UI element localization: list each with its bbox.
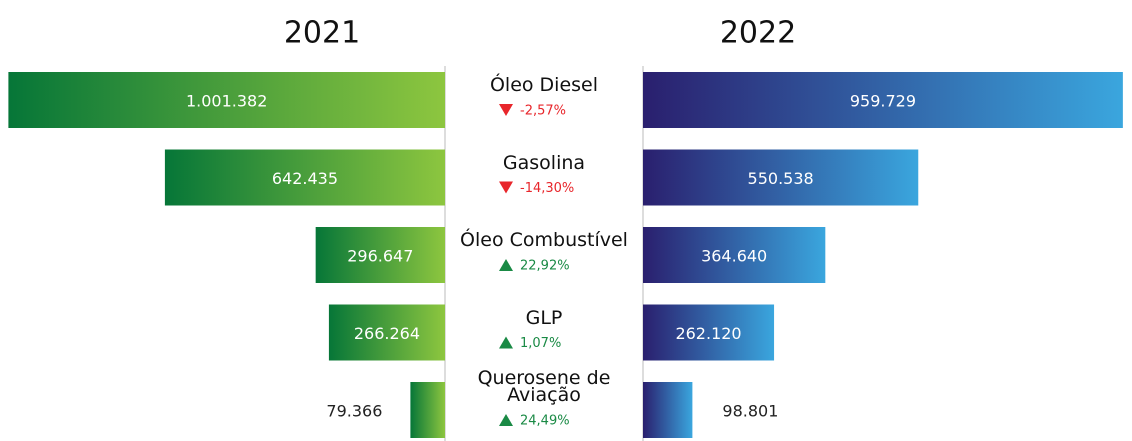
change-arrow — [499, 414, 513, 426]
bar — [8, 72, 445, 128]
category-label: Óleo Diesel — [489, 74, 599, 96]
bar — [410, 382, 445, 438]
value-label: 296.647 — [347, 247, 413, 266]
change-label: 22,92% — [520, 259, 570, 274]
value-label: 79.366 — [326, 402, 382, 421]
category-label: Querosene de Aviação — [477, 367, 611, 406]
value-label: 98.801 — [722, 402, 778, 421]
bar — [643, 304, 775, 361]
change-arrow — [499, 336, 513, 349]
bar — [643, 72, 1123, 128]
bar — [315, 227, 445, 283]
bar — [328, 304, 445, 361]
category-label: Óleo Combustível — [460, 229, 628, 251]
category-label: Gasolina — [502, 151, 586, 174]
series-title: 2022 — [720, 16, 796, 51]
value-label: 262.120 — [675, 324, 741, 343]
bar — [643, 149, 919, 206]
change-label: 24,49% — [520, 414, 570, 429]
value-label: 959.729 — [850, 92, 916, 111]
change-arrow — [499, 181, 513, 194]
category-label: GLP — [525, 306, 563, 329]
change-arrow — [499, 259, 513, 271]
change-label: -2,57% — [520, 104, 566, 119]
series-title: 2021 — [284, 16, 360, 51]
value-label: 642.435 — [272, 169, 338, 188]
value-label: 364.640 — [701, 247, 767, 266]
bar — [643, 227, 826, 283]
value-label: 550.538 — [748, 169, 814, 188]
change-arrow — [499, 104, 513, 116]
change-label: 1,07% — [520, 336, 561, 351]
value-label: 1.001.382 — [186, 92, 267, 111]
value-label: 266.264 — [354, 324, 420, 343]
change-label: -14,30% — [520, 181, 574, 196]
bar — [164, 149, 445, 206]
bar — [643, 382, 693, 438]
